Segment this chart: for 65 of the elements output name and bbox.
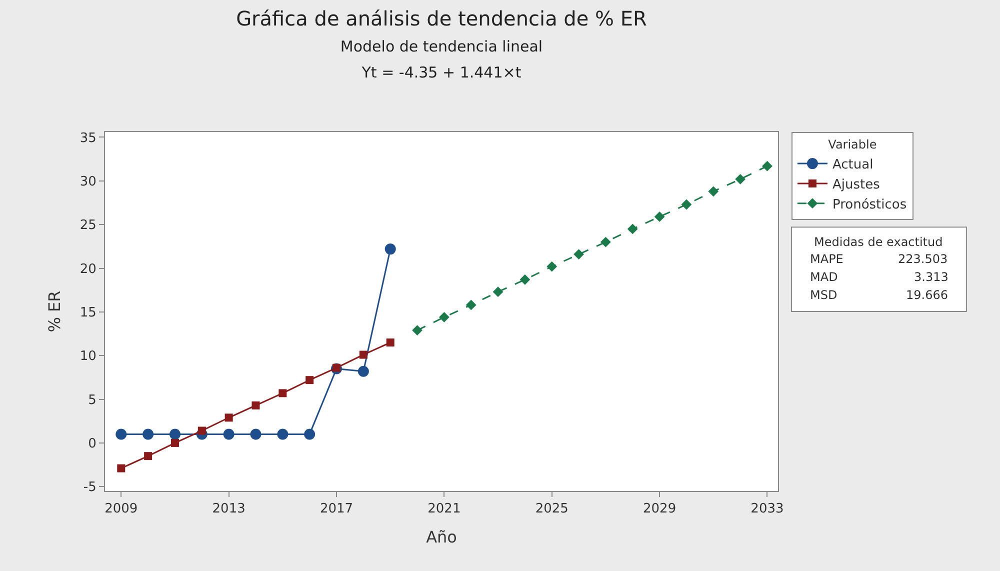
point <box>386 338 394 347</box>
y-tick-label: 30 <box>80 174 96 190</box>
point <box>412 325 422 336</box>
y-tick-label: 15 <box>80 305 96 320</box>
point <box>117 464 126 472</box>
point <box>438 312 450 322</box>
point <box>277 428 288 440</box>
legend-label: Ajustes <box>832 178 880 193</box>
text: MAD <box>810 270 838 284</box>
point <box>627 224 638 234</box>
point <box>466 300 476 310</box>
x-tick-label: 2017 <box>320 502 354 517</box>
x-axis-title: Año <box>426 527 457 546</box>
text: MSD <box>810 288 838 302</box>
y-tick-label: 20 <box>80 262 96 277</box>
point <box>546 261 558 272</box>
point <box>654 212 665 222</box>
y-tick-label: 10 <box>80 349 96 364</box>
point <box>762 160 772 172</box>
point <box>169 428 180 440</box>
point <box>144 452 152 460</box>
point <box>223 428 234 440</box>
x-tick-label: 2033 <box>750 502 784 517</box>
y-axis-title: % ER <box>44 290 64 332</box>
legend-label: Actual <box>832 158 874 173</box>
point <box>332 364 341 372</box>
point <box>304 428 316 440</box>
x-tick-label: 2025 <box>535 502 568 517</box>
point <box>198 426 206 435</box>
point <box>600 236 611 248</box>
point <box>574 249 584 260</box>
point <box>116 428 127 440</box>
legend-title: Variable <box>828 138 877 152</box>
y-tick-label: 5 <box>88 392 96 408</box>
point <box>735 174 746 184</box>
text: 3.313 <box>914 270 948 284</box>
point <box>681 199 692 210</box>
chart-subtitle: Modelo de tendencia lineal Yt = -4.35 + 1.441×t <box>340 38 543 82</box>
point <box>224 414 233 422</box>
y-tick-label: 25 <box>80 218 96 234</box>
x-tick-label: 2029 <box>643 502 676 517</box>
point <box>278 389 287 398</box>
point <box>358 366 369 377</box>
point <box>170 438 179 447</box>
text: Medidas de exactitud <box>814 235 943 249</box>
point <box>384 244 396 255</box>
x-tick-label: 2009 <box>104 502 138 517</box>
y-tick-label: -5 <box>83 480 96 496</box>
x-tick-label: 2013 <box>212 502 246 517</box>
text: 19.666 <box>906 288 948 302</box>
x-tick-label: 2021 <box>428 502 461 517</box>
point <box>306 376 314 384</box>
point <box>708 186 719 197</box>
text: MAPE <box>810 252 844 266</box>
y-tick-label: 0 <box>88 436 96 452</box>
chart-title: Gráfica de análisis de tendencia de % ER <box>236 6 648 31</box>
point <box>250 428 262 440</box>
point <box>142 428 154 440</box>
point <box>252 401 260 410</box>
legend-label: Pronósticos <box>832 197 907 212</box>
point <box>359 350 368 359</box>
point <box>520 274 530 285</box>
point <box>492 286 504 298</box>
text: 223.503 <box>898 252 948 266</box>
y-tick-label: 35 <box>80 130 96 146</box>
